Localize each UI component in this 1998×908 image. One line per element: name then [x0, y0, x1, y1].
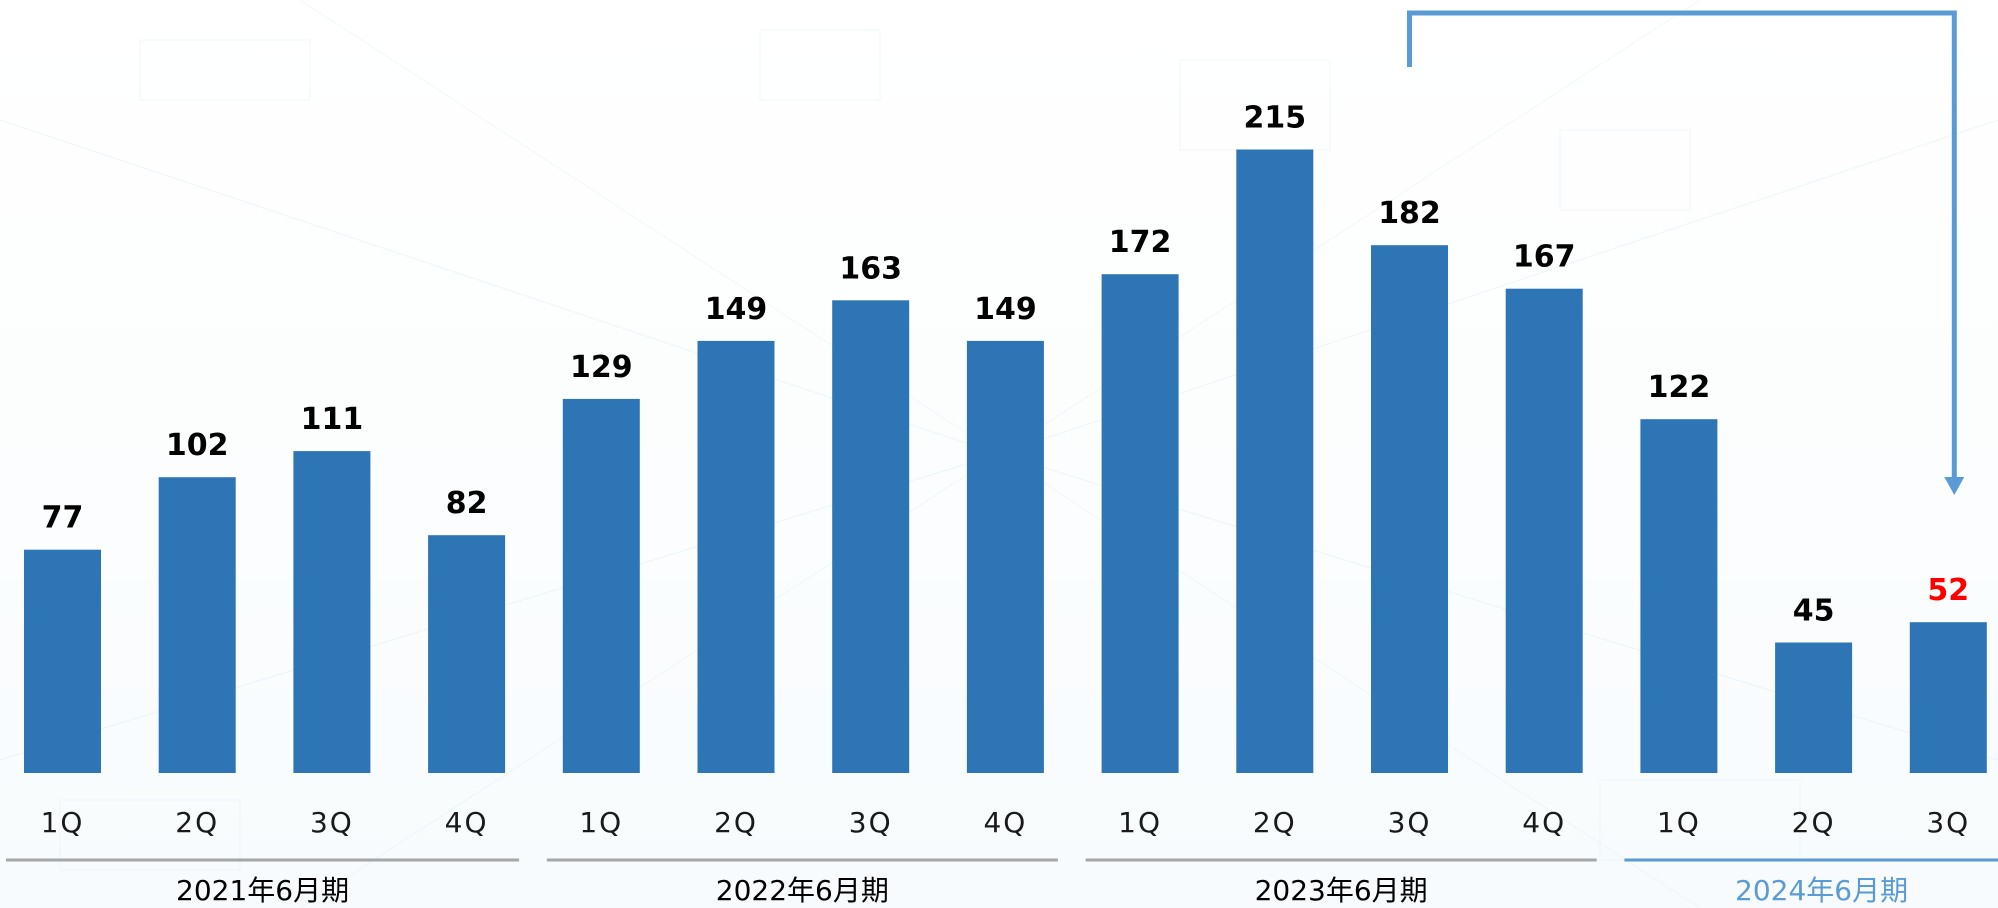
- value-label-14: 52: [1927, 573, 1969, 608]
- value-label-10: 182: [1378, 196, 1441, 231]
- value-label-5: 149: [705, 292, 768, 327]
- value-label-3: 82: [446, 486, 488, 521]
- bar-3q-14: [1909, 622, 1987, 773]
- tick-label-14: 3Q: [1926, 806, 1970, 839]
- period-label-1: 2022年6月期: [716, 874, 889, 907]
- bar-4q-11: [1505, 288, 1583, 773]
- tick-labels-layer: 1Q 2Q 3Q 4Q 1Q 2Q 3Q 4Q 1Q 2Q 3Q 4Q 1Q 2Q 3Q: [41, 806, 1970, 839]
- tick-label-6: 3Q: [849, 806, 893, 839]
- bar-2q-1: [158, 477, 236, 773]
- bars-layer: [24, 149, 1987, 773]
- comparison-arrow-head: [1944, 477, 1965, 495]
- bar-2q-9: [1236, 149, 1314, 773]
- period-label-2: 2023年6月期: [1255, 874, 1428, 907]
- period-label-0: 2021年6月期: [176, 874, 349, 907]
- period-label-3: 2024年6月期: [1735, 874, 1908, 907]
- bar-4q-7: [966, 340, 1044, 773]
- comparison-arrow-line: [1407, 10, 1957, 479]
- tick-label-13: 2Q: [1792, 806, 1836, 839]
- tick-label-5: 2Q: [714, 806, 758, 839]
- tick-label-1: 2Q: [175, 806, 219, 839]
- tick-label-9: 2Q: [1253, 806, 1297, 839]
- bar-1q-8: [1101, 274, 1179, 773]
- tick-label-4: 1Q: [579, 806, 623, 839]
- tick-label-11: 4Q: [1522, 806, 1566, 839]
- bar-3q-10: [1371, 245, 1448, 773]
- bar-1q-12: [1640, 419, 1718, 773]
- value-label-4: 129: [570, 350, 633, 385]
- value-label-11: 167: [1513, 240, 1576, 275]
- value-label-9: 215: [1243, 101, 1306, 136]
- value-label-8: 172: [1109, 225, 1172, 260]
- value-label-2: 111: [301, 402, 364, 437]
- bar-1q-0: [24, 549, 101, 773]
- tick-label-10: 3Q: [1388, 806, 1432, 839]
- value-label-12: 122: [1648, 370, 1711, 405]
- tick-label-8: 1Q: [1118, 806, 1162, 839]
- value-label-6: 163: [839, 251, 902, 286]
- value-labels-layer: 77 102 111 82 129 149 163 149 172 215 182 167 122 45 5…: [42, 101, 1970, 629]
- tick-label-2: 3Q: [310, 806, 354, 839]
- comparison-arrow: [1407, 10, 1965, 495]
- value-label-0: 77: [42, 501, 84, 536]
- bar-3q-2: [293, 451, 371, 773]
- tick-label-3: 4Q: [445, 806, 489, 839]
- value-label-13: 45: [1793, 594, 1835, 629]
- bar-2q-13: [1775, 642, 1853, 773]
- tick-label-0: 1Q: [41, 806, 85, 839]
- value-label-7: 149: [974, 292, 1037, 327]
- bar-3q-6: [832, 300, 910, 773]
- value-label-1: 102: [166, 428, 229, 463]
- bar-4q-3: [428, 535, 506, 773]
- period-labels-layer: 2021年6月期 2022年6月期 2023年6月期 2024年6月期: [176, 874, 1908, 907]
- bar-2q-5: [697, 340, 775, 773]
- tick-label-7: 4Q: [983, 806, 1027, 839]
- bar-1q-4: [562, 398, 640, 773]
- tick-label-12: 1Q: [1657, 806, 1701, 839]
